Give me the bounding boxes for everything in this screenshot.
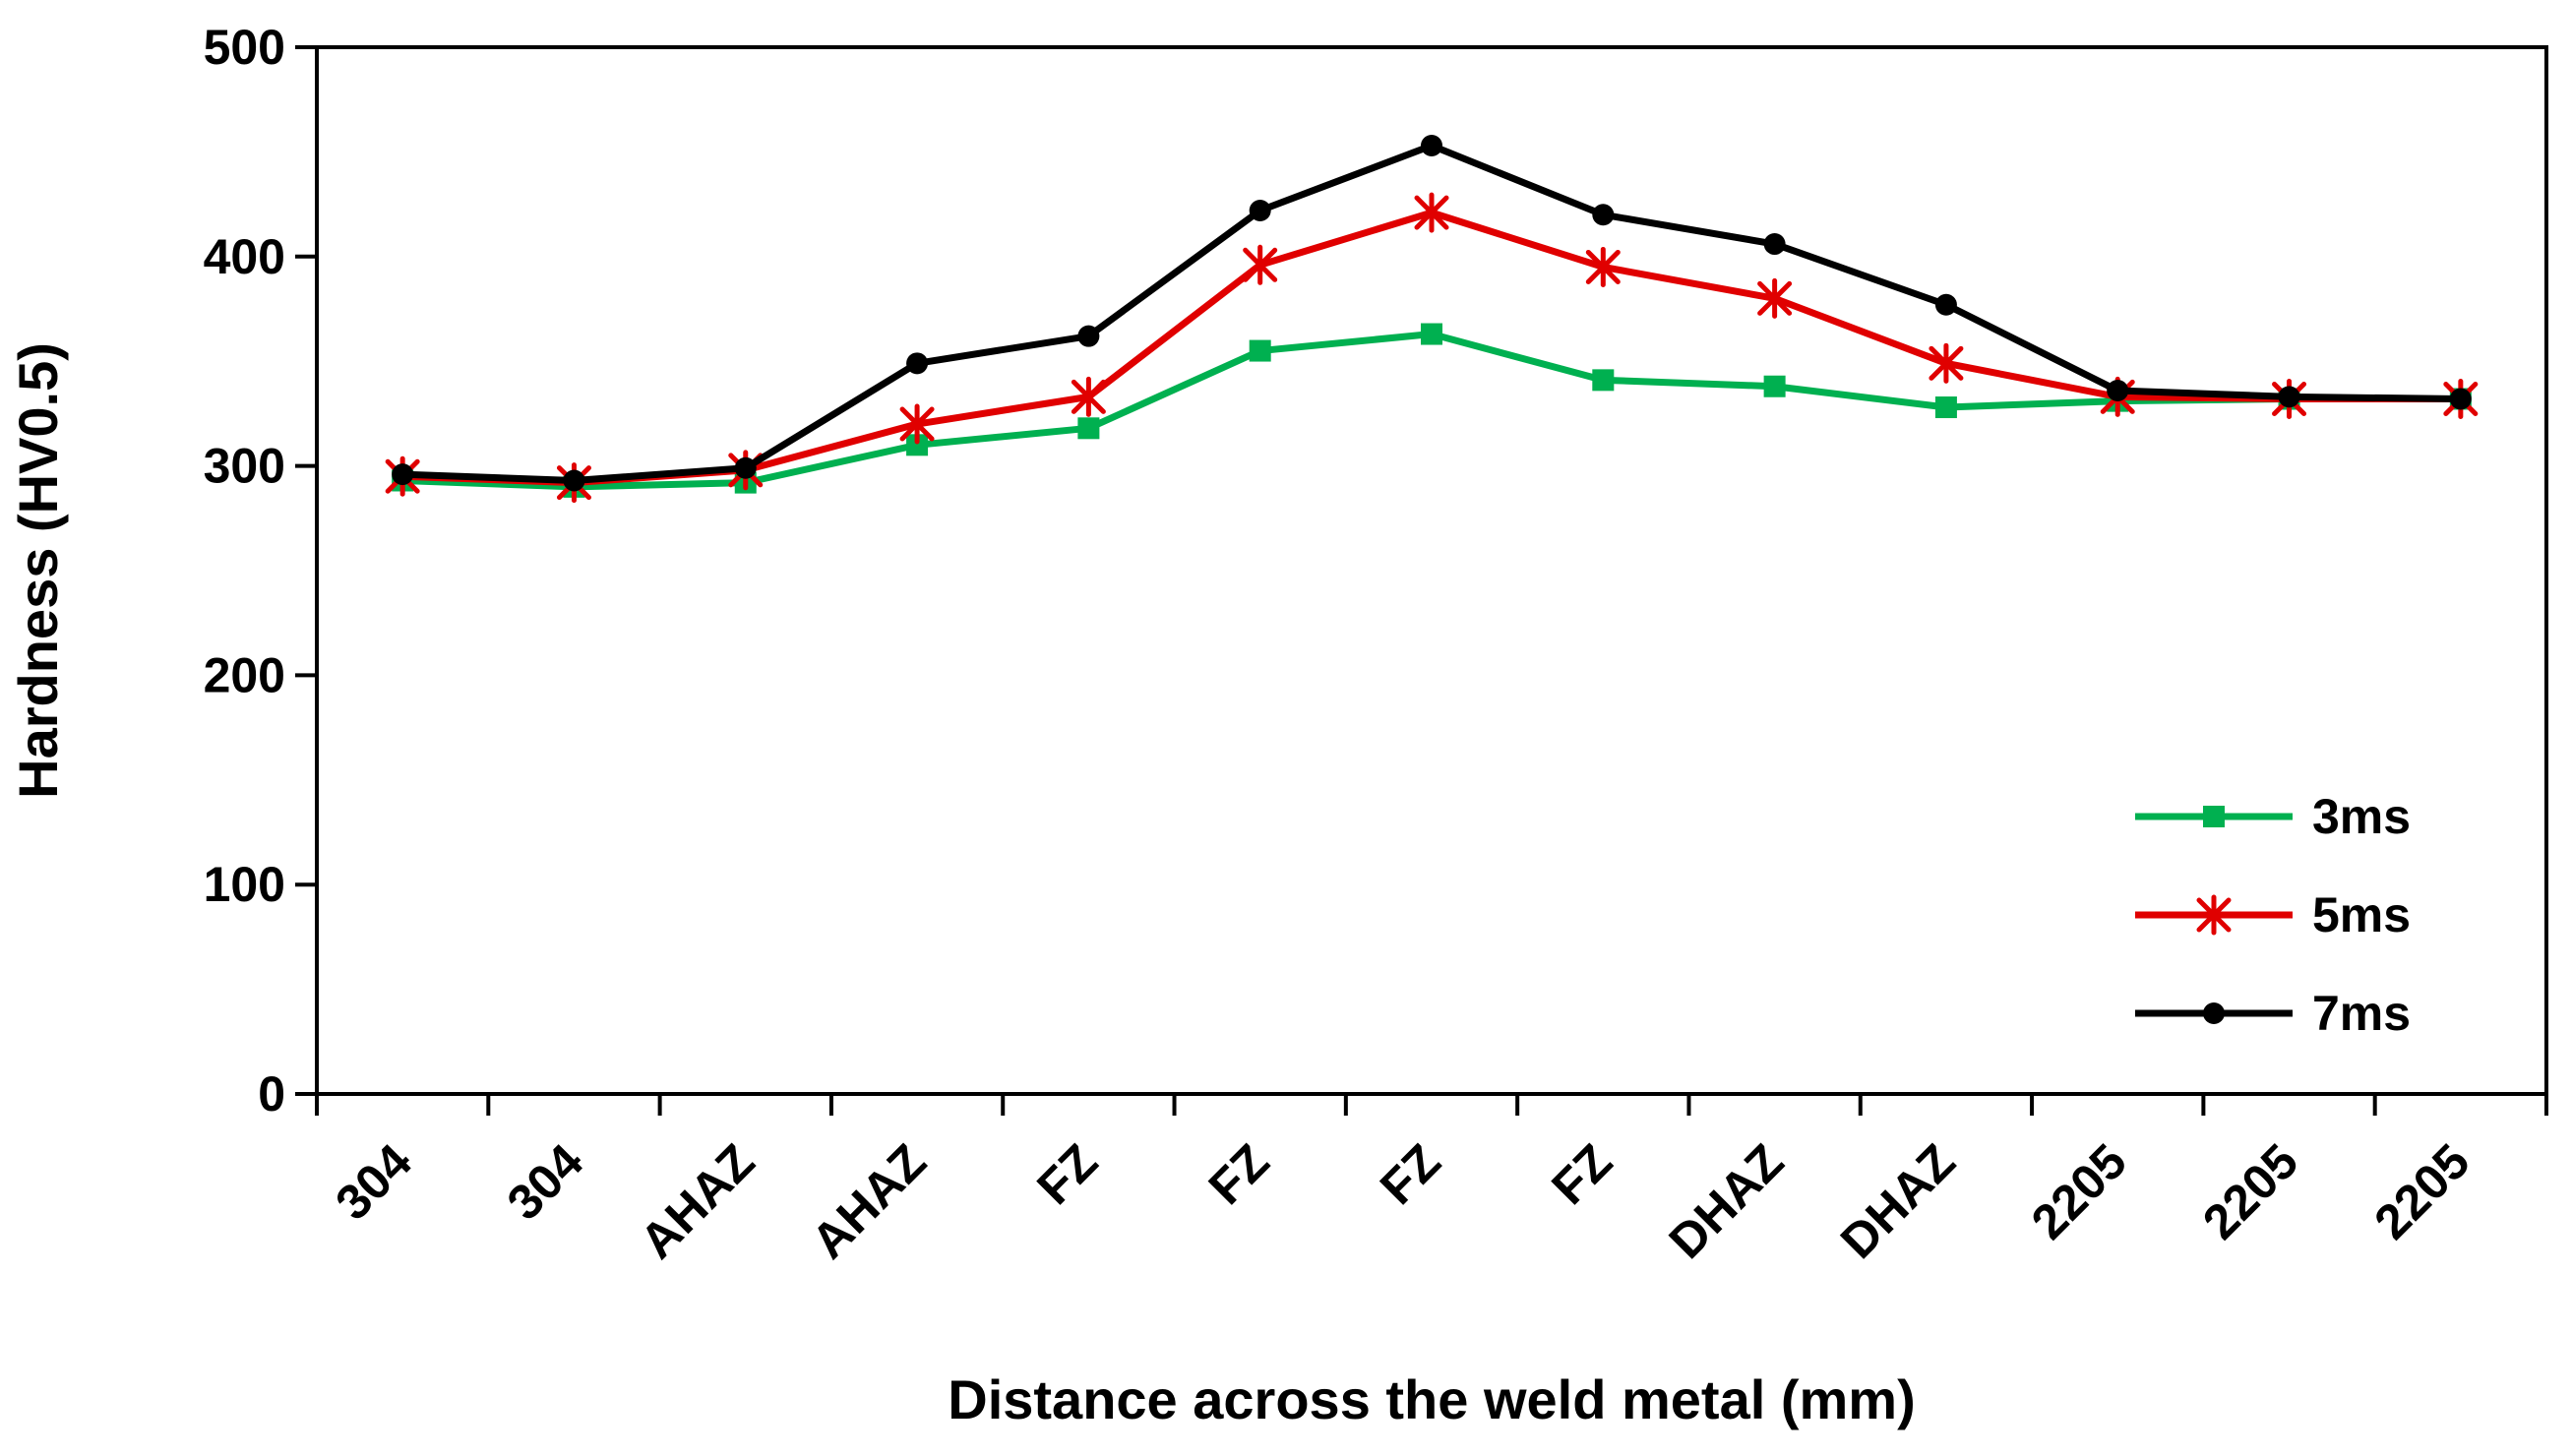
x-tick-label: 304 [497,1133,594,1231]
data-point [1243,244,1278,285]
data-point [1934,396,1957,419]
legend: 3ms 5ms 7ms [2135,789,2411,1041]
x-tick-label: AHAZ [630,1133,765,1269]
axes: 0 100 200 300 400 500 304 304 AHAZ AHAZ FZ FZ FZ FZ DH… [204,20,2548,1269]
data-point [906,352,929,375]
data-point [1763,233,1786,256]
data-point [2449,388,2472,410]
marker-stroke [1243,244,1278,285]
data-point [899,403,935,445]
y-tick-label: 300 [204,439,285,494]
x-tick-label: FZ [1370,1133,1451,1215]
legend-item-5ms: 5ms [2135,887,2411,942]
data-point [1757,277,1793,319]
x-tick-label: FZ [1198,1133,1280,1215]
data-point [1934,293,1957,316]
legend-marker [2203,1002,2225,1024]
series-layer [385,135,2479,504]
x-tick-label: 2205 [2363,1133,2480,1249]
data-point [2107,379,2129,401]
data-point [1077,417,1100,440]
data-point [1077,325,1100,347]
marker-stroke [899,403,935,445]
data-point [1421,323,1442,345]
x-tick-label: FZ [1541,1133,1623,1215]
x-tick-label: 2205 [2021,1133,2137,1249]
x-tick-label: 304 [325,1133,422,1231]
marker-stroke [1929,342,1964,384]
x-tick-label: DHAZ [1659,1133,1795,1269]
y-axis-title: Hardness (HV0.5) [7,342,69,799]
series-line-5ms [398,209,2465,487]
data-point [1592,369,1615,392]
data-point [1592,204,1615,226]
x-axis-title: Distance across the weld metal (mm) [948,1368,1915,1430]
data-point [1421,135,1442,157]
data-point [2278,386,2300,408]
x-tick-label: FZ [1026,1133,1108,1215]
data-point [563,469,585,492]
data-point [1929,342,1964,384]
legend-label: 7ms [2312,986,2411,1041]
legend-marker [2203,806,2225,827]
legend-label: 5ms [2312,887,2411,942]
legend-item-7ms: 7ms [2135,986,2411,1041]
data-point [906,434,929,456]
marker-stroke [1071,376,1106,417]
data-point [1249,199,1271,221]
data-point [1763,375,1786,397]
legend-marker [2196,894,2232,936]
y-tick-label: 400 [204,229,285,284]
x-tick-label: AHAZ [801,1133,937,1269]
series-5ms [385,192,2479,504]
series-line-3ms [398,331,2465,491]
legend-item-3ms: 3ms [2135,789,2411,844]
y-tick-label: 0 [258,1066,285,1122]
y-tick-label: 200 [204,647,285,702]
x-tick-label: DHAZ [1830,1133,1966,1269]
y-tick-label: 100 [204,857,285,912]
data-point [1414,192,1449,233]
data-point [1585,246,1621,287]
series-7ms [392,135,2472,492]
marker-stroke [1585,246,1621,287]
x-tick-label: 2205 [2192,1133,2308,1249]
data-point [392,463,414,486]
legend-label: 3ms [2312,789,2411,844]
data-point [1249,339,1271,362]
plot-frame [315,45,2548,1096]
marker-stroke [1414,192,1449,233]
data-point [1071,376,1106,417]
y-tick-label: 500 [204,20,285,75]
data-point [734,456,757,479]
marker-stroke [1757,277,1793,319]
marker-stroke [2196,894,2232,936]
